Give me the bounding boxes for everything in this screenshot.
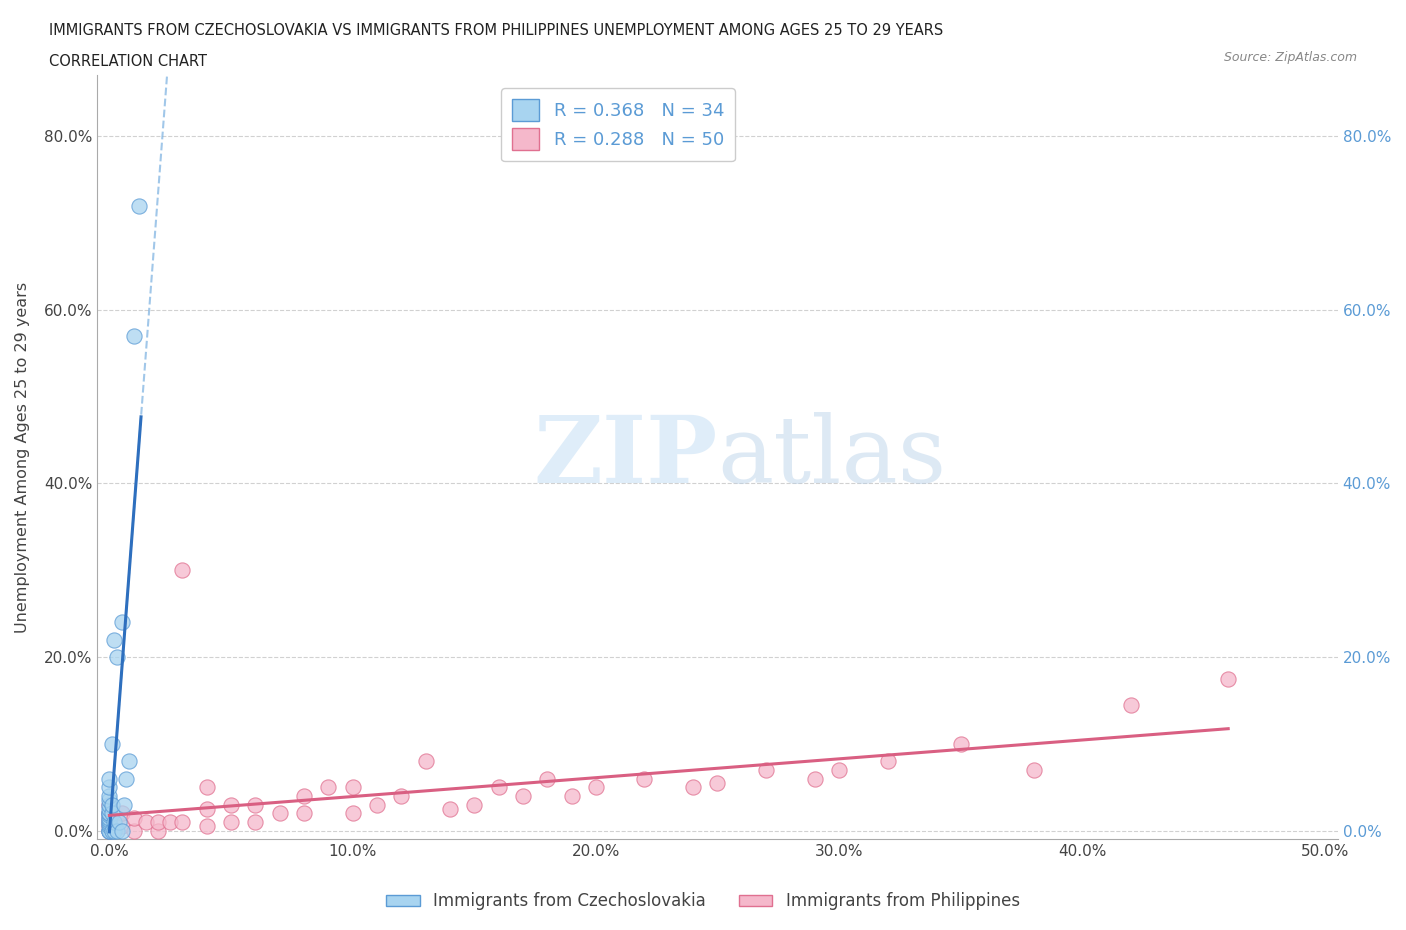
Point xyxy=(98,806,121,821)
Point xyxy=(585,780,607,795)
Point xyxy=(110,615,132,630)
Point xyxy=(101,797,124,812)
Point xyxy=(122,823,145,838)
Point xyxy=(415,754,437,769)
Point xyxy=(112,797,135,812)
Point xyxy=(103,823,125,838)
Point xyxy=(172,563,194,578)
Y-axis label: Unemployment Among Ages 25 to 29 years: Unemployment Among Ages 25 to 29 years xyxy=(15,282,30,633)
Point xyxy=(706,776,728,790)
Point xyxy=(101,823,124,838)
Point xyxy=(98,797,121,812)
Point xyxy=(98,780,121,795)
Point xyxy=(463,797,485,812)
Point xyxy=(366,797,388,812)
Point xyxy=(98,771,121,786)
Point xyxy=(98,819,121,834)
Point xyxy=(108,815,131,830)
Legend: Immigrants from Czechoslovakia, Immigrants from Philippines: Immigrants from Czechoslovakia, Immigran… xyxy=(380,885,1026,917)
Point xyxy=(98,797,121,812)
Point xyxy=(128,198,150,213)
Point xyxy=(122,810,145,825)
Legend: R = 0.368   N = 34, R = 0.288   N = 50: R = 0.368 N = 34, R = 0.288 N = 50 xyxy=(502,88,735,161)
Point xyxy=(98,810,121,825)
Point xyxy=(389,789,412,804)
Point xyxy=(110,806,132,821)
Point xyxy=(682,780,704,795)
Point xyxy=(219,815,242,830)
Point xyxy=(98,819,121,834)
Point xyxy=(159,815,181,830)
Point xyxy=(876,754,898,769)
Point xyxy=(101,806,124,821)
Point xyxy=(219,797,242,812)
Point xyxy=(98,789,121,804)
Point xyxy=(98,806,121,821)
Point xyxy=(318,780,340,795)
Point xyxy=(245,797,267,812)
Point xyxy=(803,771,825,786)
Point xyxy=(98,813,121,828)
Point xyxy=(103,815,125,830)
Point xyxy=(1119,698,1142,712)
Point xyxy=(98,823,121,838)
Point xyxy=(245,815,267,830)
Text: atlas: atlas xyxy=(717,412,946,502)
Point xyxy=(536,771,558,786)
Point xyxy=(98,807,121,822)
Point xyxy=(110,819,132,834)
Point xyxy=(292,806,315,821)
Point xyxy=(342,806,364,821)
Point xyxy=(949,737,972,751)
Point xyxy=(98,806,121,821)
Point xyxy=(633,771,655,786)
Point xyxy=(195,802,218,817)
Point xyxy=(488,780,510,795)
Point xyxy=(98,815,121,830)
Point xyxy=(98,823,121,838)
Point xyxy=(269,806,291,821)
Point xyxy=(105,823,128,838)
Point xyxy=(828,763,851,777)
Point xyxy=(110,823,132,838)
Point xyxy=(98,810,121,825)
Point xyxy=(146,815,169,830)
Point xyxy=(98,793,121,808)
Point xyxy=(342,780,364,795)
Point xyxy=(172,815,194,830)
Point xyxy=(755,763,778,777)
Point xyxy=(115,771,138,786)
Point xyxy=(98,815,121,830)
Point xyxy=(98,802,121,817)
Point xyxy=(98,823,121,838)
Point xyxy=(101,737,124,751)
Point xyxy=(118,754,141,769)
Point xyxy=(560,789,582,804)
Point xyxy=(292,789,315,804)
Point xyxy=(1218,671,1240,686)
Point xyxy=(439,802,461,817)
Point xyxy=(146,823,169,838)
Point xyxy=(98,817,121,831)
Point xyxy=(195,780,218,795)
Text: Source: ZipAtlas.com: Source: ZipAtlas.com xyxy=(1223,51,1357,64)
Point xyxy=(1022,763,1045,777)
Point xyxy=(105,650,128,665)
Point xyxy=(195,819,218,834)
Point xyxy=(122,328,145,343)
Point xyxy=(103,632,125,647)
Point xyxy=(512,789,534,804)
Text: IMMIGRANTS FROM CZECHOSLOVAKIA VS IMMIGRANTS FROM PHILIPPINES UNEMPLOYMENT AMONG: IMMIGRANTS FROM CZECHOSLOVAKIA VS IMMIGR… xyxy=(49,23,943,38)
Text: CORRELATION CHART: CORRELATION CHART xyxy=(49,54,207,69)
Point xyxy=(98,823,121,838)
Text: ZIP: ZIP xyxy=(533,412,717,502)
Point xyxy=(135,815,157,830)
